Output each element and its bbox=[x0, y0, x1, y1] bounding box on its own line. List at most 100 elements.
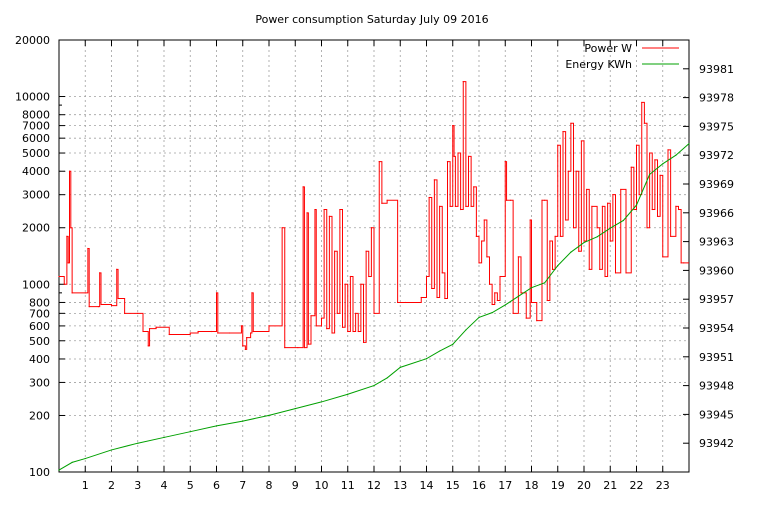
data-point-0 bbox=[352, 330, 354, 333]
data-point-1 bbox=[71, 461, 73, 463]
y-tick-label: 300 bbox=[29, 376, 50, 389]
data-point-0 bbox=[559, 235, 561, 237]
x-tick-label: 16 bbox=[472, 479, 486, 492]
data-point-0 bbox=[491, 303, 493, 306]
data-point-0 bbox=[670, 235, 672, 237]
data-point-0 bbox=[441, 272, 443, 274]
data-point-0 bbox=[217, 332, 219, 334]
data-point-0 bbox=[88, 306, 90, 308]
data-point-0 bbox=[530, 301, 533, 304]
data-point-1 bbox=[215, 425, 218, 427]
data-point-0 bbox=[609, 240, 611, 242]
data-point-0 bbox=[116, 268, 118, 270]
data-point-0 bbox=[586, 188, 588, 191]
data-point-0 bbox=[517, 256, 519, 258]
legend: Power W Energy KWh bbox=[565, 42, 679, 71]
legend-label-0: Power W bbox=[584, 42, 632, 55]
data-point-0 bbox=[365, 250, 367, 252]
data-point-0 bbox=[147, 345, 149, 347]
grid-layer bbox=[59, 40, 689, 472]
data-point-0 bbox=[439, 205, 441, 207]
data-point-0 bbox=[433, 179, 435, 181]
data-point-0 bbox=[662, 256, 664, 258]
data-point-0 bbox=[124, 312, 126, 314]
data-point-0 bbox=[362, 341, 365, 344]
data-point-0 bbox=[246, 336, 248, 339]
data-point-0 bbox=[544, 199, 546, 201]
x-tick-label: 5 bbox=[187, 479, 194, 492]
x-tick-label: 18 bbox=[525, 479, 539, 492]
data-point-1 bbox=[268, 414, 270, 416]
data-point-0 bbox=[370, 227, 372, 229]
y2-tick-label: 93978 bbox=[699, 92, 734, 105]
data-point-1 bbox=[649, 173, 651, 175]
data-point-0 bbox=[250, 332, 252, 334]
data-point-1 bbox=[163, 436, 165, 439]
data-point-0 bbox=[449, 205, 451, 207]
y-tick-label: 7000 bbox=[22, 120, 50, 133]
data-point-0 bbox=[496, 299, 498, 302]
x-tick-label: 23 bbox=[656, 479, 670, 492]
data-point-0 bbox=[420, 296, 422, 299]
data-point-0 bbox=[557, 144, 559, 146]
x-tick-label: 21 bbox=[603, 479, 617, 492]
y2-tick-label: 93948 bbox=[699, 380, 734, 393]
data-point-0 bbox=[347, 330, 349, 333]
data-point-0 bbox=[580, 140, 582, 142]
data-point-1 bbox=[675, 154, 677, 156]
data-point-0 bbox=[465, 205, 467, 207]
data-point-0 bbox=[667, 149, 669, 151]
data-point-0 bbox=[373, 312, 375, 314]
data-point-0 bbox=[189, 332, 191, 334]
data-point-0 bbox=[117, 297, 119, 300]
data-point-0 bbox=[323, 208, 325, 211]
data-point-0 bbox=[481, 240, 483, 242]
x-tick-label: 12 bbox=[367, 479, 381, 492]
data-point-0 bbox=[646, 227, 648, 229]
data-point-0 bbox=[381, 202, 383, 204]
y2-tick-label: 93960 bbox=[699, 264, 734, 277]
data-point-1 bbox=[688, 143, 690, 145]
data-point-0 bbox=[504, 161, 506, 163]
data-point-0 bbox=[284, 346, 286, 349]
data-point-0 bbox=[620, 188, 622, 191]
x-tick-label: 1 bbox=[82, 479, 89, 492]
data-point-0 bbox=[575, 170, 577, 172]
data-point-0 bbox=[549, 240, 551, 242]
data-point-0 bbox=[635, 144, 638, 146]
data-point-1 bbox=[399, 366, 401, 368]
data-point-0 bbox=[68, 170, 71, 172]
data-point-0 bbox=[428, 196, 430, 199]
y2-tick-label: 93942 bbox=[699, 437, 734, 450]
data-point-0 bbox=[460, 208, 462, 211]
data-point-1 bbox=[635, 204, 638, 206]
x-tick-label: 17 bbox=[498, 479, 512, 492]
data-point-1 bbox=[294, 408, 296, 410]
data-point-1 bbox=[347, 393, 349, 395]
y-tick-label: 8000 bbox=[22, 109, 50, 122]
data-point-1 bbox=[84, 457, 86, 460]
y2-tick-label: 93951 bbox=[699, 351, 734, 364]
y2-tick-label: 93966 bbox=[699, 207, 734, 220]
y2-tick-label: 93957 bbox=[699, 293, 734, 306]
data-point-0 bbox=[344, 283, 346, 285]
y2-tick-label: 93954 bbox=[699, 322, 734, 335]
x-tick-label: 22 bbox=[630, 479, 644, 492]
data-point-0 bbox=[84, 292, 86, 294]
y-tick-label: 5000 bbox=[22, 147, 50, 160]
data-point-0 bbox=[303, 346, 306, 349]
data-point-0 bbox=[368, 275, 370, 278]
data-point-0 bbox=[565, 219, 567, 221]
data-point-0 bbox=[520, 292, 522, 294]
data-point-0 bbox=[357, 330, 359, 333]
data-point-0 bbox=[240, 325, 243, 327]
data-point-0 bbox=[386, 199, 388, 201]
data-point-1 bbox=[517, 295, 519, 297]
y-tick-label: 700 bbox=[29, 307, 50, 320]
data-point-0 bbox=[306, 212, 308, 214]
data-point-0 bbox=[675, 205, 677, 207]
data-point-0 bbox=[578, 250, 580, 252]
y2-tick-label: 93972 bbox=[699, 149, 734, 162]
data-point-1 bbox=[425, 358, 428, 360]
data-point-1 bbox=[478, 316, 480, 319]
